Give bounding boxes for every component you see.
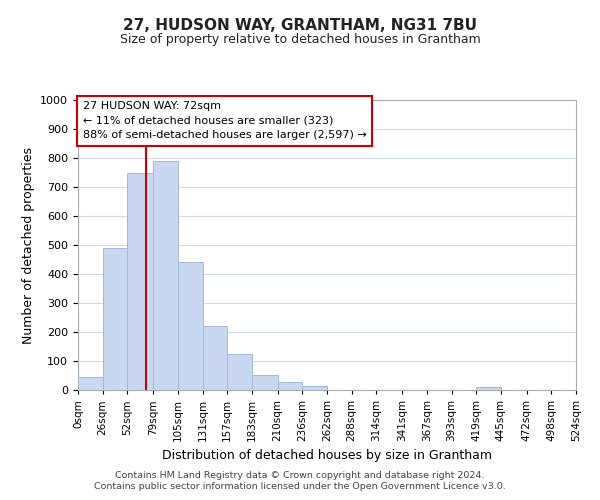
- Bar: [476, 387, 501, 390]
- Bar: [227, 354, 252, 390]
- Text: Size of property relative to detached houses in Grantham: Size of property relative to detached ho…: [119, 32, 481, 46]
- Bar: [203, 326, 227, 390]
- Bar: [103, 248, 127, 390]
- Y-axis label: Number of detached properties: Number of detached properties: [22, 146, 35, 344]
- Text: Contains HM Land Registry data © Crown copyright and database right 2024.: Contains HM Land Registry data © Crown c…: [115, 470, 485, 480]
- Bar: [278, 382, 302, 390]
- Bar: [127, 172, 153, 390]
- Text: Contains public sector information licensed under the Open Government Licence v3: Contains public sector information licen…: [94, 482, 506, 491]
- X-axis label: Distribution of detached houses by size in Grantham: Distribution of detached houses by size …: [162, 450, 492, 462]
- Bar: [78, 377, 103, 390]
- Text: 27 HUDSON WAY: 72sqm
← 11% of detached houses are smaller (323)
88% of semi-deta: 27 HUDSON WAY: 72sqm ← 11% of detached h…: [83, 102, 367, 140]
- Bar: [153, 161, 178, 390]
- Bar: [252, 374, 278, 390]
- Bar: [302, 386, 327, 390]
- Text: 27, HUDSON WAY, GRANTHAM, NG31 7BU: 27, HUDSON WAY, GRANTHAM, NG31 7BU: [123, 18, 477, 32]
- Bar: [178, 262, 203, 390]
